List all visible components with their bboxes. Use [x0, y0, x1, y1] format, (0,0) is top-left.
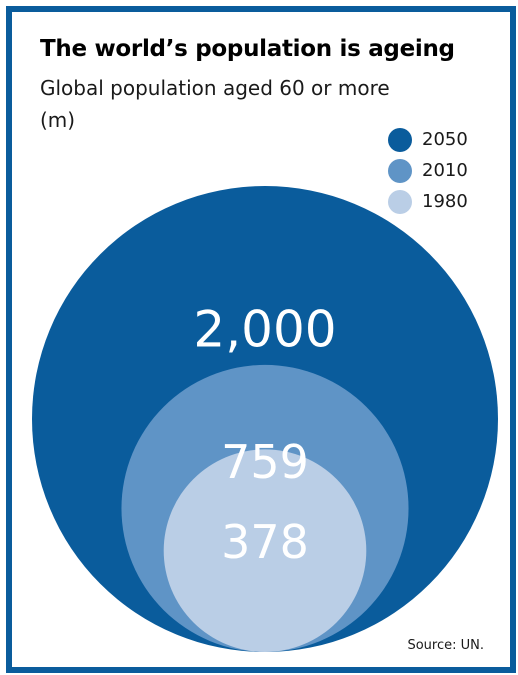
legend-label-1980: 1980	[422, 191, 468, 212]
legend-swatch-2050	[388, 127, 412, 152]
legend-item-2050: 2050	[388, 124, 468, 155]
chart-subtitle: Global population aged 60 or more (m)	[40, 72, 440, 136]
bubble-label-1980: 378	[221, 515, 309, 569]
bubble-chart: 2,000 759 378	[32, 186, 498, 652]
subtitle-text: Global population aged 60 or more	[40, 76, 390, 100]
chart-frame: 2,000 759 378 The world’s population is ag…	[6, 6, 516, 673]
legend-label-2050: 2050	[422, 129, 468, 150]
chart-title: The world’s population is ageing	[40, 36, 455, 62]
legend-item-1980: 1980	[388, 186, 468, 217]
bubble-1980	[163, 449, 367, 652]
legend-swatch-2010	[388, 158, 412, 183]
unit-label: (m)	[40, 108, 76, 132]
legend: 2050 2010 1980	[388, 124, 468, 217]
legend-item-2010: 2010	[388, 155, 468, 186]
bubble-label-2010: 759	[221, 435, 309, 489]
legend-swatch-1980	[388, 189, 412, 214]
legend-label-2010: 2010	[422, 160, 468, 181]
bubble-label-2050: 2,000	[193, 300, 336, 358]
source-note: Source: UN.	[407, 638, 484, 653]
